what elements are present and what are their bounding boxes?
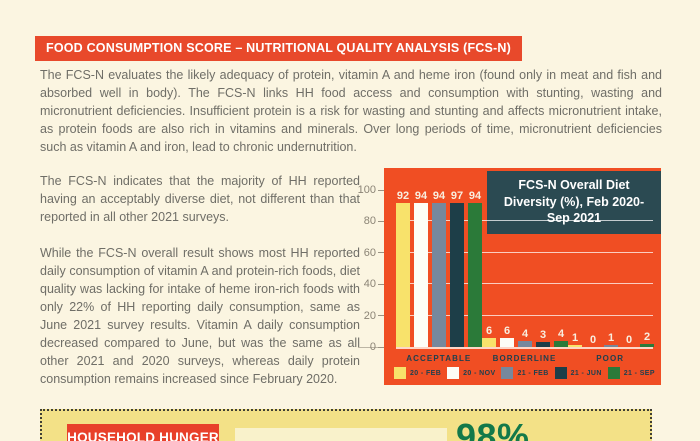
bar xyxy=(482,337,496,347)
chart-plot-background: FCS-N Overall Diet Diversity (%), Feb 20… xyxy=(384,168,661,385)
chart-y-axis: 0 20 40 60 80 100 xyxy=(350,168,386,385)
axis-baseline-extension xyxy=(358,347,386,348)
bar xyxy=(554,340,568,347)
gridline xyxy=(396,314,653,316)
bar-value-label: 94 xyxy=(468,190,482,202)
legend-swatch xyxy=(447,367,460,379)
bar-value-label: 1 xyxy=(571,332,579,345)
household-hunger-banner: HOUSEHOLD HUNGER xyxy=(67,424,219,441)
bar xyxy=(414,203,428,347)
chart-plot-area: 92 94 94 97 94 6 6 4 3 4 1 0 1 0 2 xyxy=(396,190,654,349)
y-axis-tick: 80 xyxy=(364,214,384,228)
fcsn-diet-diversity-chart: 0 20 40 60 80 100 FCS-N Overall Diet Diversit… xyxy=(350,168,661,385)
bar xyxy=(568,345,582,347)
bar-value-label: 94 xyxy=(432,190,446,202)
category-label: POOR xyxy=(596,354,625,363)
bar-value-label: 4 xyxy=(521,327,529,340)
legend-swatch xyxy=(501,367,514,379)
legend-item: 21 - JUN xyxy=(554,367,602,379)
bar-column: 94 xyxy=(414,190,428,347)
legend-label: 21 - JUN xyxy=(570,369,602,377)
bar xyxy=(604,345,618,347)
bar xyxy=(450,203,464,347)
household-hunger-label: HOUSEHOLD HUNGER xyxy=(67,430,219,441)
household-hunger-stat: 98% xyxy=(456,416,530,441)
bar xyxy=(468,203,482,347)
legend-label: 21 - FEB xyxy=(517,369,549,377)
category-label: ACCEPTABLE xyxy=(406,354,472,363)
bar-value-label: 6 xyxy=(485,324,493,337)
legend-swatch xyxy=(607,367,620,379)
household-hunger-section: HOUSEHOLD HUNGER 98% xyxy=(40,409,652,441)
bar-column: 4 xyxy=(554,190,568,347)
category-labels-row: ACCEPTABLE BORDERLINE POOR xyxy=(396,354,653,363)
nutrient-detail-paragraph: While the FCS-N overall result shows mos… xyxy=(40,246,360,386)
diet-diversity-paragraph: The FCS-N indicates that the majority of… xyxy=(40,174,360,224)
gridline xyxy=(396,283,653,285)
gridline xyxy=(396,251,653,253)
bar-column: 3 xyxy=(536,190,550,347)
bar xyxy=(396,203,410,347)
bar-column: 4 xyxy=(518,190,532,347)
bar-value-label: 4 xyxy=(557,327,565,340)
legend-label: 20 - NOV xyxy=(463,369,496,377)
bar-value-label: 1 xyxy=(607,332,615,345)
chart-legend: 20 - FEB 20 - NOV 21 - FEB 21 - JUN 21 - SEP xyxy=(394,367,655,379)
bar-value-label: 94 xyxy=(414,190,428,202)
bar-column: 6 xyxy=(482,190,496,347)
y-axis-tick: 20 xyxy=(364,309,384,323)
bar xyxy=(640,343,654,347)
bar-value-label: 97 xyxy=(450,190,464,202)
bar-column: 6 xyxy=(500,190,514,347)
bar-column: 92 xyxy=(396,190,410,347)
legend-item: 20 - FEB xyxy=(394,367,441,379)
bar xyxy=(536,342,550,347)
y-axis-tick: 0 xyxy=(370,340,384,354)
bar-column: 94 xyxy=(432,190,446,347)
bar xyxy=(500,337,514,347)
legend-item: 20 - NOV xyxy=(447,367,495,379)
section-title: FOOD CONSUMPTION SCORE – NUTRITIONAL QUA… xyxy=(46,41,511,55)
gridline xyxy=(396,220,653,222)
y-axis-tick: 60 xyxy=(364,246,384,260)
bar-value-label: 0 xyxy=(625,334,633,346)
bar-value-label: 92 xyxy=(396,190,410,202)
bar xyxy=(518,340,532,347)
y-axis-tick: 40 xyxy=(364,277,384,291)
legend-item: 21 - FEB xyxy=(501,367,548,379)
bar-column: 94 xyxy=(468,190,482,347)
chart-title: FCS-N Overall Diet Diversity (%), Feb 20… xyxy=(487,171,661,234)
bar-value-label: 2 xyxy=(643,330,651,343)
bar-column: 97 xyxy=(450,190,464,347)
bar-value-label: 6 xyxy=(503,324,511,337)
section-title-banner: FOOD CONSUMPTION SCORE – NUTRITIONAL QUA… xyxy=(35,36,522,61)
bar-value-label: 0 xyxy=(589,334,597,346)
household-hunger-subbox xyxy=(235,428,447,441)
bar-groups: 92 94 94 97 94 6 6 4 3 4 1 0 1 0 2 xyxy=(396,190,654,347)
legend-label: 21 - SEP xyxy=(623,369,655,377)
bar-column: 0 xyxy=(622,190,636,347)
bar xyxy=(432,203,446,347)
x-axis-baseline xyxy=(396,347,653,349)
bar-column: 0 xyxy=(586,190,600,347)
legend-swatch xyxy=(554,367,567,379)
bar-group-acceptable: 92 94 94 97 94 xyxy=(396,190,482,347)
bar-column: 1 xyxy=(568,190,582,347)
legend-item: 21 - SEP xyxy=(607,367,655,379)
bar-value-label: 3 xyxy=(539,329,547,342)
category-label: BORDERLINE xyxy=(492,354,557,363)
legend-swatch xyxy=(394,367,406,379)
y-axis-tick: 100 xyxy=(358,183,384,197)
legend-label: 20 - FEB xyxy=(410,369,442,377)
bar-column: 1 xyxy=(604,190,618,347)
bar-column: 2 xyxy=(640,190,654,347)
intro-paragraph: The FCS-N evaluates the likely adequacy … xyxy=(40,68,662,154)
